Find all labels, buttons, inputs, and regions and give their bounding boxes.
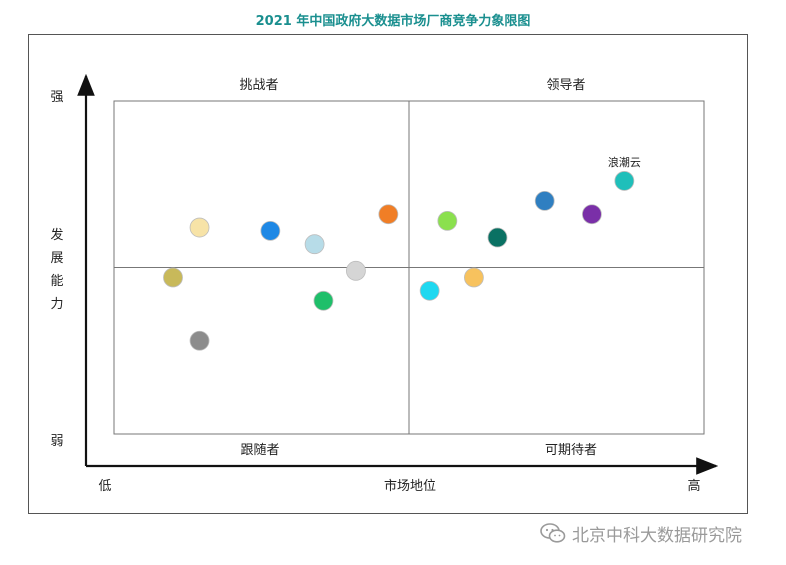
wechat-icon <box>540 523 566 543</box>
data-point <box>437 210 458 231</box>
watermark-text: 北京中科大数据研究院 <box>572 525 742 546</box>
data-point <box>378 204 399 225</box>
data-point <box>345 260 366 281</box>
quadrant-label-challengers: 挑战者 <box>239 78 278 93</box>
data-point <box>304 234 325 255</box>
x-axis-title: 市场地位 <box>384 478 436 494</box>
data-point <box>163 267 183 288</box>
chart-title: 2021 年中国政府大数据市场厂商竞争力象限图 <box>255 14 531 29</box>
point-label: 浪潮云 <box>608 155 641 169</box>
y-axis-low-label: 弱 <box>50 434 63 449</box>
y-axis-high-label: 强 <box>50 90 63 105</box>
y-axis-title: 发展能力 <box>50 227 63 312</box>
data-point <box>534 190 555 211</box>
data-point <box>189 217 210 238</box>
x-axis-low-label: 低 <box>98 479 111 494</box>
quadrant-label-promising: 可期待者 <box>545 443 597 458</box>
data-point <box>463 267 484 288</box>
data-point <box>582 204 602 225</box>
quadrant-label-followers: 跟随者 <box>240 443 279 458</box>
data-point <box>260 220 281 241</box>
data-point <box>189 330 210 351</box>
data-point <box>419 280 440 301</box>
watermark: 北京中科大数据研究院 <box>540 520 742 546</box>
chart-frame <box>28 34 748 514</box>
quadrant-label-leaders: 领导者 <box>546 78 585 93</box>
data-point <box>487 227 508 248</box>
x-axis-high-label: 高 <box>687 478 700 494</box>
data-point <box>614 171 635 191</box>
data-point <box>313 290 334 311</box>
